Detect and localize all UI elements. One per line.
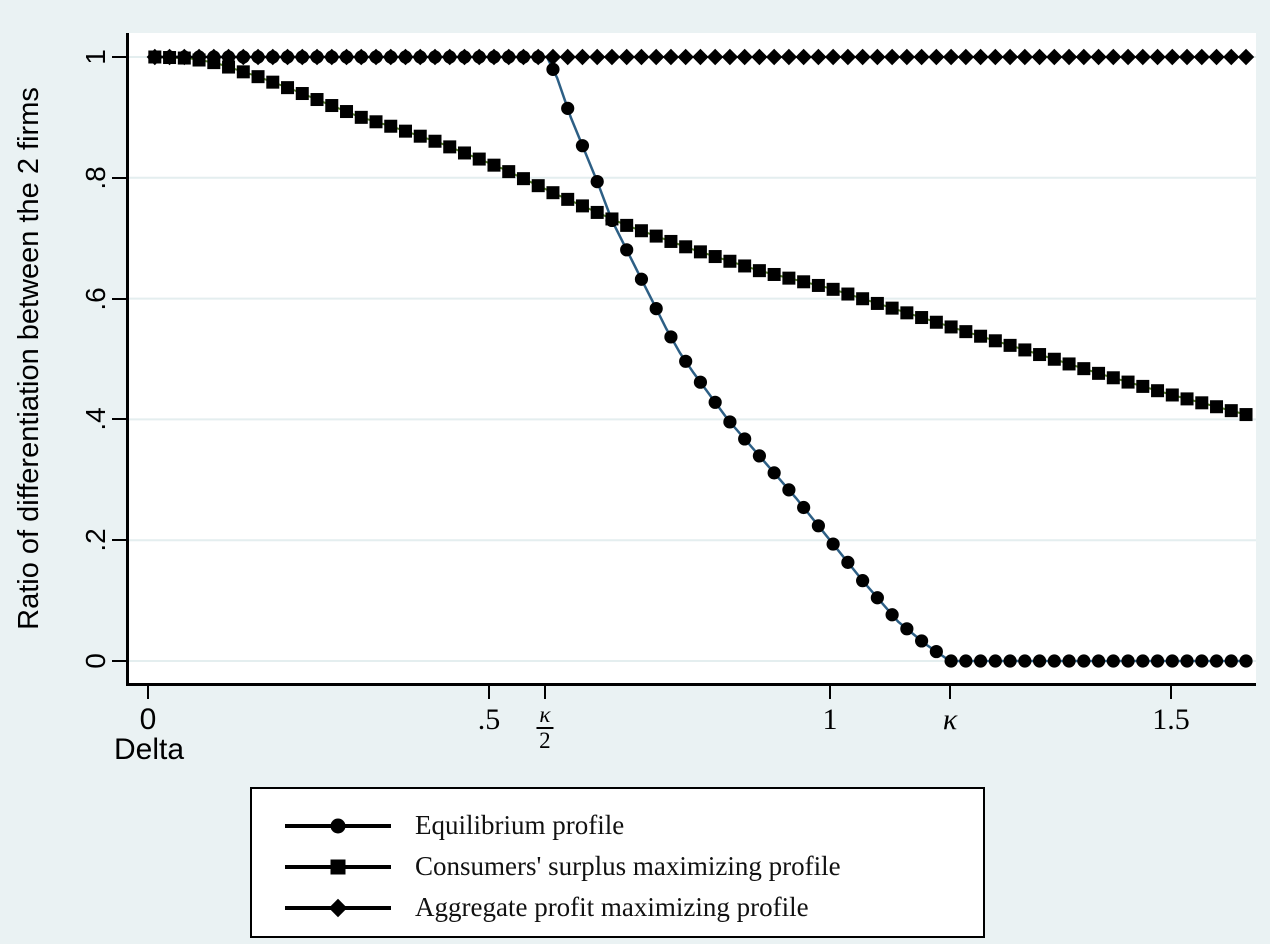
x-axis-line [126,683,1256,686]
square-marker-icon [330,859,346,874]
x-tick-label-kappa: κ [942,703,958,736]
x-tick-label-05: .5 [477,703,501,736]
circle-marker-icon [330,818,346,833]
x-tick [829,686,831,699]
legend-entry-consumers-surplus: Consumers' surplus maximizing profile [252,846,983,887]
legend-sample-aggregate-profit [285,898,391,917]
y-tick-label: 0 [80,653,111,669]
diamond-marker-icon [328,898,348,917]
x-tick-label-1: 1 [822,703,838,736]
y-tick [112,176,127,179]
legend-entry-aggregate-profit: Aggregate profit maximizing profile [252,887,983,928]
plot-area [128,33,1256,684]
x-tick [1170,686,1172,699]
y-tick-label: .4 [80,407,111,432]
y-tick [112,56,127,58]
y-axis-title: Ratio of differentiation between the 2 f… [12,87,45,630]
legend-label-consumers-surplus: Consumers' surplus maximizing profile [415,851,841,881]
x-axis-title: Delta [114,733,185,766]
x-tick-label-15: 1.5 [1152,703,1190,736]
legend-sample-equilibrium [285,818,391,833]
x-tick [949,686,952,699]
y-axis-line [126,33,129,686]
legend-label-aggregate-profit: Aggregate profit maximizing profile [415,892,809,922]
y-tick-label: .6 [80,286,111,311]
legend-sample-consumers-surplus [285,859,391,874]
kappa-half-denominator: 2 [539,728,551,754]
x-tick [488,686,490,699]
y-tick [112,660,127,662]
plot-svg [128,48,1256,668]
x-tick [147,686,149,699]
legend-label-equilibrium: Equilibrium profile [415,810,625,840]
legend-entry-equilibrium: Equilibrium profile [252,805,983,846]
y-tick [112,297,127,300]
x-tick-label-0: 0 [139,703,157,736]
legend-box: Equilibrium profile Consumers' surplus m… [250,787,985,938]
y-tick-label: .8 [80,166,111,190]
y-tick-label: .2 [80,528,111,552]
y-axis-title-wrap: Ratio of differentiation between the 2 f… [0,33,58,684]
y-tick-label: 1 [80,49,111,65]
y-tick [112,418,127,421]
kappa-half-numerator: κ [536,702,554,730]
y-tick [112,539,127,542]
x-tick [543,686,546,699]
